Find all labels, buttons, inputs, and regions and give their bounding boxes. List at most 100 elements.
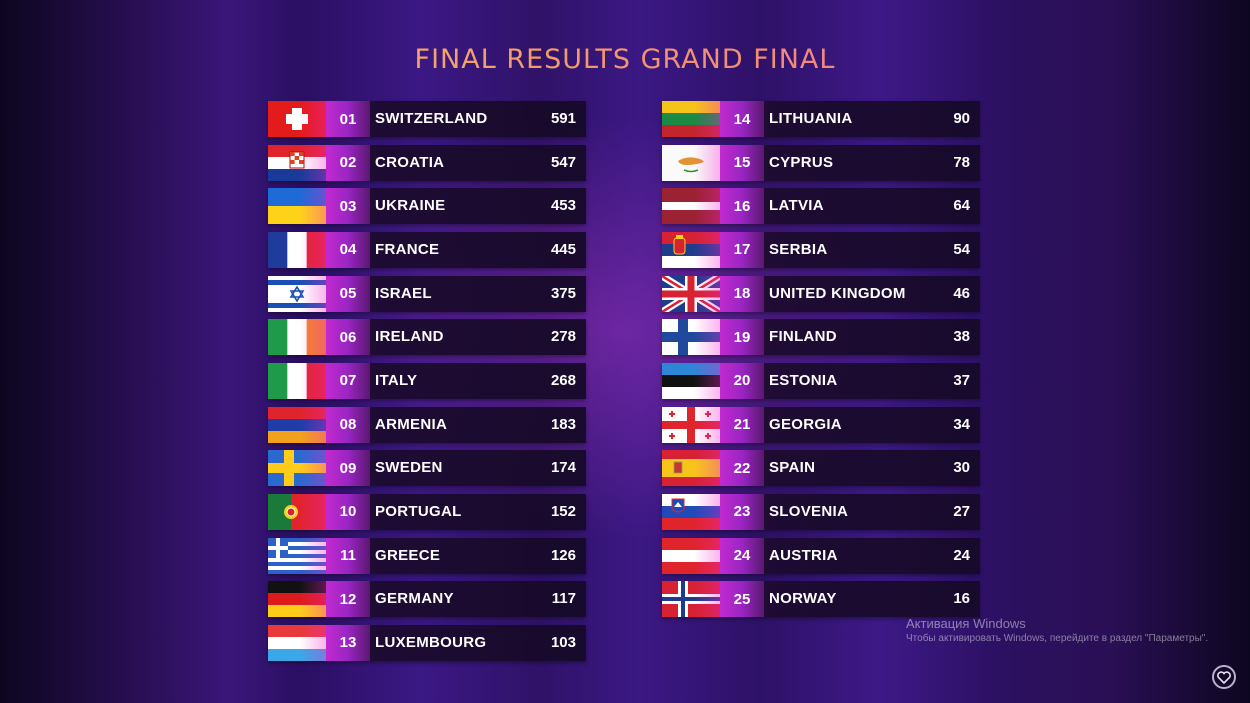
luxembourg-flag-icon	[268, 624, 326, 661]
result-row: 14 LITHUANIA 90	[662, 101, 980, 137]
rank-badge: 09	[326, 450, 370, 487]
points-value: 152	[550, 502, 576, 520]
rank-badge: 12	[326, 581, 370, 618]
united-kingdom-flag-icon	[662, 275, 720, 312]
rank-badge: 21	[720, 406, 764, 443]
country-name: CROATIA	[375, 153, 445, 171]
country-name: LITHUANIA	[769, 110, 853, 127]
latvia-flag-icon	[662, 188, 720, 225]
points-value: 117	[551, 590, 576, 608]
result-row: 19 FINLAND 38	[662, 319, 980, 356]
points-value: 46	[953, 284, 970, 302]
rank-badge: 01	[326, 101, 370, 137]
points-value: 445	[550, 240, 576, 258]
switzerland-flag-icon	[268, 101, 326, 137]
page-title: FINAL RESULTS GRAND FINAL	[0, 44, 1250, 75]
country-name: ARMENIA	[375, 415, 448, 433]
country-name: GERMANY	[375, 590, 454, 608]
result-row: 05 ISRAEL 375	[268, 275, 586, 312]
country-name: UKRAINE	[375, 197, 446, 215]
austria-flag-icon	[662, 537, 720, 574]
result-row: 24 AUSTRIA 24	[662, 537, 980, 574]
result-row: 01 SWITZERLAND 591	[268, 101, 586, 137]
spain-flag-icon	[662, 450, 720, 487]
rank-badge: 07	[326, 362, 370, 399]
country-name: FINLAND	[769, 328, 837, 346]
windows-activation-watermark: Активация Windows Чтобы активировать Win…	[906, 616, 1208, 644]
country-name: SLOVENIA	[769, 502, 849, 520]
portugal-flag-icon	[268, 493, 326, 530]
rank-badge: 22	[720, 450, 764, 487]
rank-badge: 18	[720, 275, 764, 312]
country-name: ESTONIA	[769, 371, 838, 389]
country-name: SWITZERLAND	[375, 110, 488, 127]
points-value: 278	[550, 328, 576, 346]
rank-badge: 13	[326, 624, 370, 661]
result-row: 15 CYPRUS 78	[662, 144, 980, 181]
rank-badge: 25	[720, 581, 764, 618]
results-column-left: 01 SWITZERLAND 591 02 CROATIA 547 03 UKRAINE 453…	[268, 101, 586, 669]
sweden-flag-icon	[268, 450, 326, 487]
points-value: 268	[550, 371, 576, 389]
country-name: GEORGIA	[769, 415, 842, 433]
rank-badge: 04	[326, 231, 370, 268]
estonia-flag-icon	[662, 362, 720, 399]
points-value: 183	[550, 415, 576, 433]
points-value: 38	[953, 328, 970, 346]
country-name: ITALY	[375, 371, 418, 389]
country-name: ISRAEL	[375, 284, 432, 302]
ukraine-flag-icon	[268, 188, 326, 225]
rank-badge: 10	[326, 493, 370, 530]
points-value: 453	[550, 197, 576, 215]
results-column-right: 14 LITHUANIA 90 15 CYPRUS 78 16 LATVIA 64 17 SERBI…	[662, 101, 980, 625]
rank-badge: 23	[720, 493, 764, 530]
israel-flag-icon	[268, 275, 326, 312]
result-row: 11 GREECE 126	[268, 537, 586, 574]
country-name: NORWAY	[769, 590, 837, 608]
lithuania-flag-icon	[662, 101, 720, 137]
result-row: 08 ARMENIA 183	[268, 406, 586, 443]
result-row: 12 GERMANY 117	[268, 581, 586, 618]
norway-flag-icon	[662, 581, 720, 618]
country-name: SWEDEN	[375, 459, 443, 477]
points-value: 64	[953, 197, 970, 215]
points-value: 16	[953, 590, 970, 608]
result-row: 16 LATVIA 64	[662, 188, 980, 225]
points-value: 78	[953, 153, 970, 171]
georgia-flag-icon	[662, 406, 720, 443]
points-value: 591	[550, 110, 576, 127]
points-value: 174	[550, 459, 576, 477]
heart-icon[interactable]	[1212, 665, 1236, 689]
country-name: AUSTRIA	[769, 546, 838, 564]
result-row: 04 FRANCE 445	[268, 231, 586, 268]
points-value: 375	[550, 284, 576, 302]
watermark-title: Активация Windows	[906, 616, 1026, 631]
result-row: 18 UNITED KINGDOM 46	[662, 275, 980, 312]
points-value: 34	[953, 415, 970, 433]
rank-badge: 03	[326, 188, 370, 225]
country-name: SPAIN	[769, 459, 816, 477]
rank-badge: 16	[720, 188, 764, 225]
points-value: 90	[953, 110, 970, 127]
armenia-flag-icon	[268, 406, 326, 443]
points-value: 24	[953, 546, 970, 564]
country-name: FRANCE	[375, 240, 440, 258]
ireland-flag-icon	[268, 319, 326, 356]
rank-badge: 02	[326, 144, 370, 181]
finland-flag-icon	[662, 319, 720, 356]
points-value: 27	[953, 502, 970, 520]
country-name: LATVIA	[769, 197, 824, 215]
serbia-flag-icon	[662, 231, 720, 268]
points-value: 37	[953, 371, 970, 389]
result-row: 03 UKRAINE 453	[268, 188, 586, 225]
points-value: 30	[953, 459, 970, 477]
rank-badge: 06	[326, 319, 370, 356]
rank-badge: 20	[720, 362, 764, 399]
result-row: 09 SWEDEN 174	[268, 450, 586, 487]
france-flag-icon	[268, 231, 326, 268]
country-name: UNITED KINGDOM	[769, 284, 906, 302]
rank-badge: 05	[326, 275, 370, 312]
result-row: 25 NORWAY 16	[662, 581, 980, 618]
result-row: 02 CROATIA 547	[268, 144, 586, 181]
points-value: 103	[550, 633, 576, 651]
